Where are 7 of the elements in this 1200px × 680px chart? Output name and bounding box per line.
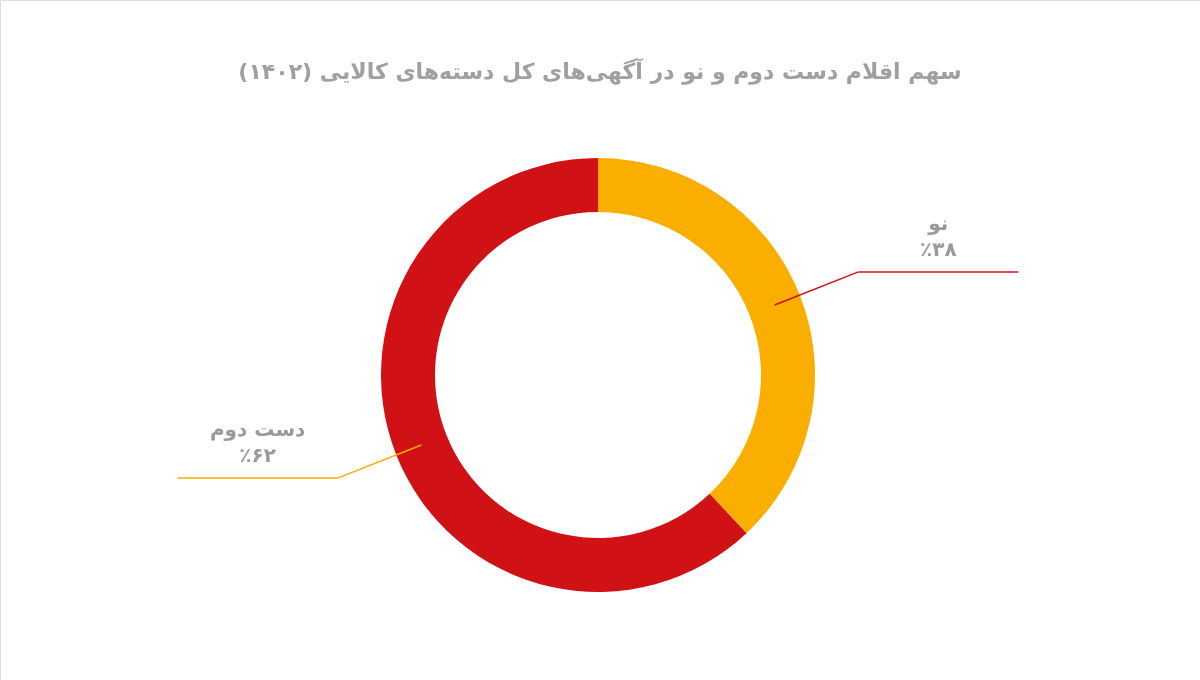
data-label: ٪۳۸ <box>920 236 957 261</box>
data-label: ٪۶۲ <box>239 443 276 468</box>
slice-label: نو <box>927 210 949 235</box>
donut-slice <box>598 158 815 534</box>
donut-slice <box>381 158 747 592</box>
slice-label: دست دوم <box>209 417 306 442</box>
chart-title: سهم اقلام دست دوم و نو در آگهی‌های کل دسته‌های کالایی (۱۴۰۲) <box>238 57 962 85</box>
